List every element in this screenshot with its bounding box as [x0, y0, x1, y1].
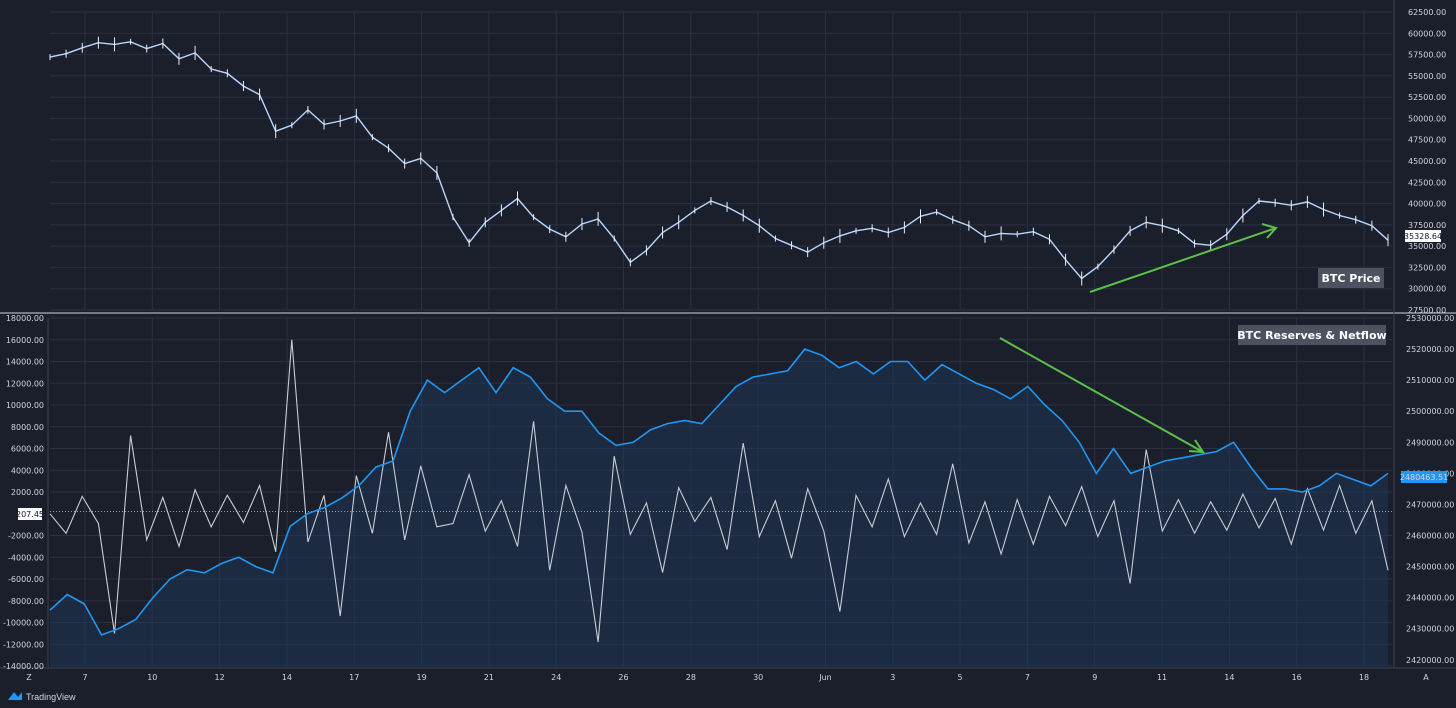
reserves-y-tick: 2530000.00	[1406, 314, 1454, 323]
zoom-corner-left[interactable]: Z	[26, 673, 32, 682]
netflow-y-tick: 2000.00	[11, 488, 44, 497]
netflow-y-tick: 14000.00	[6, 358, 44, 367]
tradingview-logo-icon	[8, 692, 22, 700]
x-tick-label: 3	[890, 673, 895, 682]
axes: 62500.00 60000.00 57500.00 55000.00 52500.00…	[0, 0, 1456, 682]
reserves-netflow-pane	[49, 339, 1392, 666]
netflow-y-tick: 12000.00	[6, 379, 44, 388]
netflow-y-tick: 8000.00	[11, 423, 44, 432]
x-tick-label: 5	[958, 673, 963, 682]
x-tick-label: 9	[1092, 673, 1097, 682]
x-tick-label: 14	[282, 673, 292, 682]
x-tick-label: 21	[484, 673, 494, 682]
netflow-y-tick: -2000.00	[8, 532, 44, 541]
price-y-tick: 32500.00	[1408, 263, 1446, 272]
reserves-y-tick: 2500000.00	[1406, 407, 1454, 416]
netflow-y-tick: -12000.00	[3, 640, 44, 649]
price-y-tick: 47500.00	[1408, 136, 1446, 145]
price-pane	[49, 36, 1389, 286]
price-y-tick: 60000.00	[1408, 29, 1446, 38]
x-tick-label: 24	[551, 673, 561, 682]
reserves-y-tick: 2420000.00	[1406, 656, 1454, 665]
netflow-y-tick: -14000.00	[3, 662, 44, 671]
reserves-line	[49, 348, 1389, 636]
x-tick-label: 18	[1359, 673, 1369, 682]
reserves-y-tick: 2510000.00	[1406, 376, 1454, 385]
reserves-y-tick: 2450000.00	[1406, 563, 1454, 572]
branding-text: TradingView	[26, 692, 76, 702]
netflow-y-tick: -6000.00	[8, 575, 44, 584]
netflow-y-tick: 16000.00	[6, 336, 44, 345]
reserves-y-tick: 2520000.00	[1406, 345, 1454, 354]
reserves-label-badge	[1238, 325, 1386, 345]
reserves-y-tick: 2470000.00	[1406, 500, 1454, 509]
netflow-y-tick: 4000.00	[11, 466, 44, 475]
x-tick-label: 16	[1292, 673, 1302, 682]
auto-scale-corner-right[interactable]: A	[1423, 673, 1429, 682]
reserves-area-fill	[50, 349, 1388, 666]
netflow-y-tick: 6000.00	[11, 445, 44, 454]
netflow-y-tick: -4000.00	[8, 553, 44, 562]
uptrend-arrow	[1089, 223, 1278, 293]
price-y-tick: 37500.00	[1408, 221, 1446, 230]
x-tick-label: 12	[215, 673, 225, 682]
x-tick-label: 30	[753, 673, 763, 682]
reserves-y-tick: 2430000.00	[1406, 625, 1454, 634]
netflow-y-tick: 18000.00	[6, 314, 44, 323]
netflow-y-tick: 10000.00	[6, 401, 44, 410]
reserves-last-value: 2480463.51	[1400, 473, 1448, 482]
price-y-tick: 50000.00	[1408, 114, 1446, 123]
reserves-y-tick: 2460000.00	[1406, 532, 1454, 541]
x-tick-label: 17	[349, 673, 359, 682]
price-y-tick: 55000.00	[1408, 72, 1446, 81]
netflow-y-tick: -10000.00	[3, 619, 44, 628]
price-last-value: 35328.64	[1404, 232, 1442, 241]
netflow-line	[49, 339, 1389, 643]
downtrend-arrow	[999, 337, 1205, 454]
x-tick-label: 26	[618, 673, 628, 682]
x-tick-label: 28	[686, 673, 696, 682]
grid-lines	[50, 11, 1392, 667]
x-tick-label: Jun	[818, 673, 832, 682]
price-label-badge	[1318, 268, 1384, 288]
price-last-value-badge	[1405, 230, 1441, 242]
price-label: BTC Price	[1321, 272, 1380, 285]
reserves-y-tick: 2490000.00	[1406, 438, 1454, 447]
reserves-y-tick: 2440000.00	[1406, 594, 1454, 603]
x-tick-label: 10	[147, 673, 157, 682]
price-y-tick: 45000.00	[1408, 157, 1446, 166]
netflow-last-value-badge	[18, 508, 42, 520]
price-y-tick: 62500.00	[1408, 8, 1446, 17]
price-y-tick: 42500.00	[1408, 178, 1446, 187]
x-tick-label: 7	[82, 673, 87, 682]
price-y-tick: 52500.00	[1408, 93, 1446, 102]
price-y-tick: 40000.00	[1408, 200, 1446, 209]
x-tick-label: 14	[1224, 673, 1234, 682]
reserves-last-value-badge	[1401, 471, 1447, 483]
price-y-tick: 35000.00	[1408, 242, 1446, 251]
btc-price-line	[49, 41, 1389, 280]
x-tick-label: 11	[1157, 673, 1167, 682]
reserves-netflow-label: BTC Reserves & Netflow	[1237, 329, 1386, 342]
netflow-last-value: 207.45	[16, 510, 44, 519]
x-tick-label: 7	[1025, 673, 1030, 682]
tradingview-logo	[8, 692, 22, 700]
x-tick-label: 19	[416, 673, 426, 682]
netflow-y-tick: -8000.00	[8, 597, 44, 606]
price-y-tick: 57500.00	[1408, 51, 1446, 60]
price-y-tick: 27500.00	[1408, 306, 1446, 315]
price-y-tick: 30000.00	[1408, 285, 1446, 294]
